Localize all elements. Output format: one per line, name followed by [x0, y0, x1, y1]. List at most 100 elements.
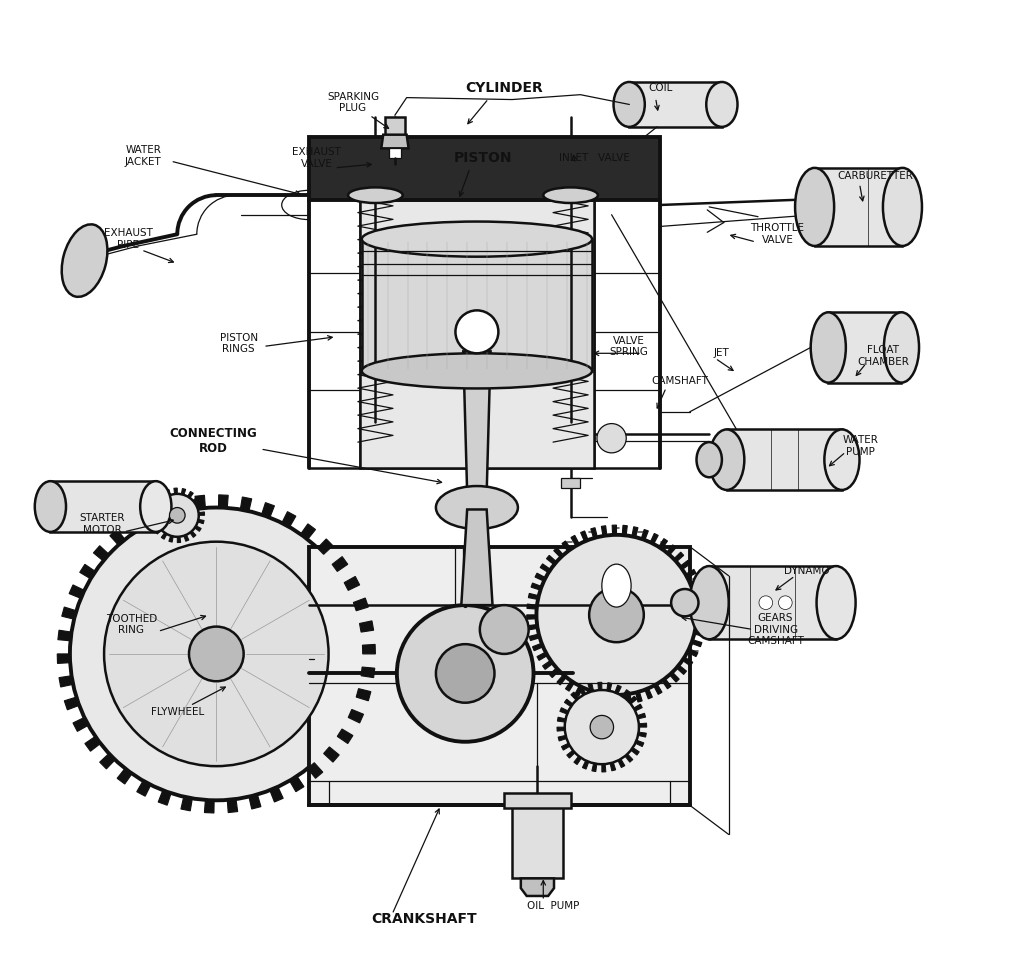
Polygon shape — [691, 639, 702, 647]
Polygon shape — [249, 794, 261, 809]
Polygon shape — [137, 781, 151, 796]
Polygon shape — [190, 531, 196, 538]
Text: TOOTHED
RING: TOOTHED RING — [106, 614, 157, 635]
Polygon shape — [261, 503, 274, 517]
Bar — [309, 547, 690, 805]
Polygon shape — [686, 569, 696, 578]
Polygon shape — [462, 509, 492, 605]
Polygon shape — [549, 668, 559, 677]
Polygon shape — [558, 735, 566, 741]
Polygon shape — [282, 511, 296, 527]
Polygon shape — [150, 515, 156, 519]
Polygon shape — [605, 694, 611, 705]
Ellipse shape — [671, 590, 698, 617]
Ellipse shape — [543, 187, 598, 203]
Polygon shape — [153, 500, 160, 505]
Polygon shape — [150, 507, 157, 511]
Polygon shape — [344, 577, 360, 590]
Circle shape — [436, 644, 494, 703]
Ellipse shape — [697, 442, 722, 477]
Polygon shape — [625, 753, 633, 762]
Polygon shape — [582, 760, 589, 769]
Polygon shape — [571, 692, 579, 701]
Polygon shape — [638, 723, 647, 727]
Polygon shape — [571, 536, 580, 546]
Polygon shape — [360, 621, 373, 632]
Polygon shape — [166, 489, 171, 496]
Polygon shape — [80, 564, 96, 579]
Polygon shape — [184, 535, 189, 542]
Polygon shape — [696, 611, 706, 615]
Polygon shape — [562, 541, 571, 551]
Ellipse shape — [614, 82, 645, 127]
Polygon shape — [528, 593, 539, 599]
Polygon shape — [193, 497, 199, 503]
Ellipse shape — [35, 481, 66, 532]
Polygon shape — [290, 776, 304, 792]
Polygon shape — [521, 878, 554, 896]
Circle shape — [156, 494, 198, 537]
Text: CARBURETTER: CARBURETTER — [837, 171, 913, 181]
Bar — [727, 429, 842, 490]
Bar — [505, 793, 571, 808]
Polygon shape — [455, 610, 522, 651]
Circle shape — [597, 424, 626, 453]
Polygon shape — [58, 630, 72, 641]
Circle shape — [480, 605, 528, 654]
Polygon shape — [618, 759, 625, 767]
Circle shape — [455, 310, 499, 353]
Polygon shape — [65, 697, 79, 710]
Bar — [814, 168, 903, 246]
Circle shape — [590, 715, 614, 739]
Polygon shape — [669, 672, 680, 682]
Circle shape — [189, 627, 244, 681]
Circle shape — [170, 508, 185, 523]
Polygon shape — [540, 564, 551, 573]
Text: DYNAMO: DYNAMO — [784, 566, 830, 576]
Circle shape — [70, 508, 363, 800]
Polygon shape — [361, 667, 375, 677]
Polygon shape — [527, 625, 538, 630]
Polygon shape — [694, 630, 704, 636]
Ellipse shape — [690, 566, 729, 639]
Polygon shape — [615, 685, 621, 694]
Polygon shape — [690, 579, 700, 587]
Bar — [362, 239, 592, 371]
Ellipse shape — [362, 222, 592, 257]
Polygon shape — [307, 762, 323, 778]
Circle shape — [564, 690, 639, 764]
Circle shape — [759, 595, 773, 609]
Text: CAMSHAFT: CAMSHAFT — [652, 376, 708, 386]
Polygon shape — [601, 526, 607, 536]
Polygon shape — [59, 675, 73, 687]
Polygon shape — [554, 548, 563, 557]
Polygon shape — [195, 495, 206, 508]
Polygon shape — [581, 531, 588, 542]
Polygon shape — [683, 657, 693, 666]
Polygon shape — [337, 729, 353, 744]
Ellipse shape — [348, 187, 403, 203]
Polygon shape — [219, 495, 228, 508]
Circle shape — [104, 542, 329, 766]
Polygon shape — [662, 678, 671, 689]
Polygon shape — [158, 493, 164, 500]
Text: CRANKSHAFT: CRANKSHAFT — [371, 913, 477, 926]
Polygon shape — [62, 607, 76, 619]
Ellipse shape — [630, 137, 646, 152]
Text: PISTON: PISTON — [453, 151, 512, 165]
Polygon shape — [73, 717, 88, 731]
Polygon shape — [537, 652, 548, 661]
Polygon shape — [601, 764, 605, 772]
Bar — [561, 478, 581, 488]
Polygon shape — [565, 680, 575, 691]
Polygon shape — [357, 689, 371, 701]
Polygon shape — [58, 654, 70, 664]
Polygon shape — [526, 615, 537, 619]
Polygon shape — [161, 533, 167, 540]
Ellipse shape — [709, 429, 744, 490]
Polygon shape — [654, 684, 662, 694]
Polygon shape — [547, 555, 556, 565]
Polygon shape — [622, 690, 630, 698]
Polygon shape — [354, 598, 368, 611]
Polygon shape — [610, 762, 616, 771]
